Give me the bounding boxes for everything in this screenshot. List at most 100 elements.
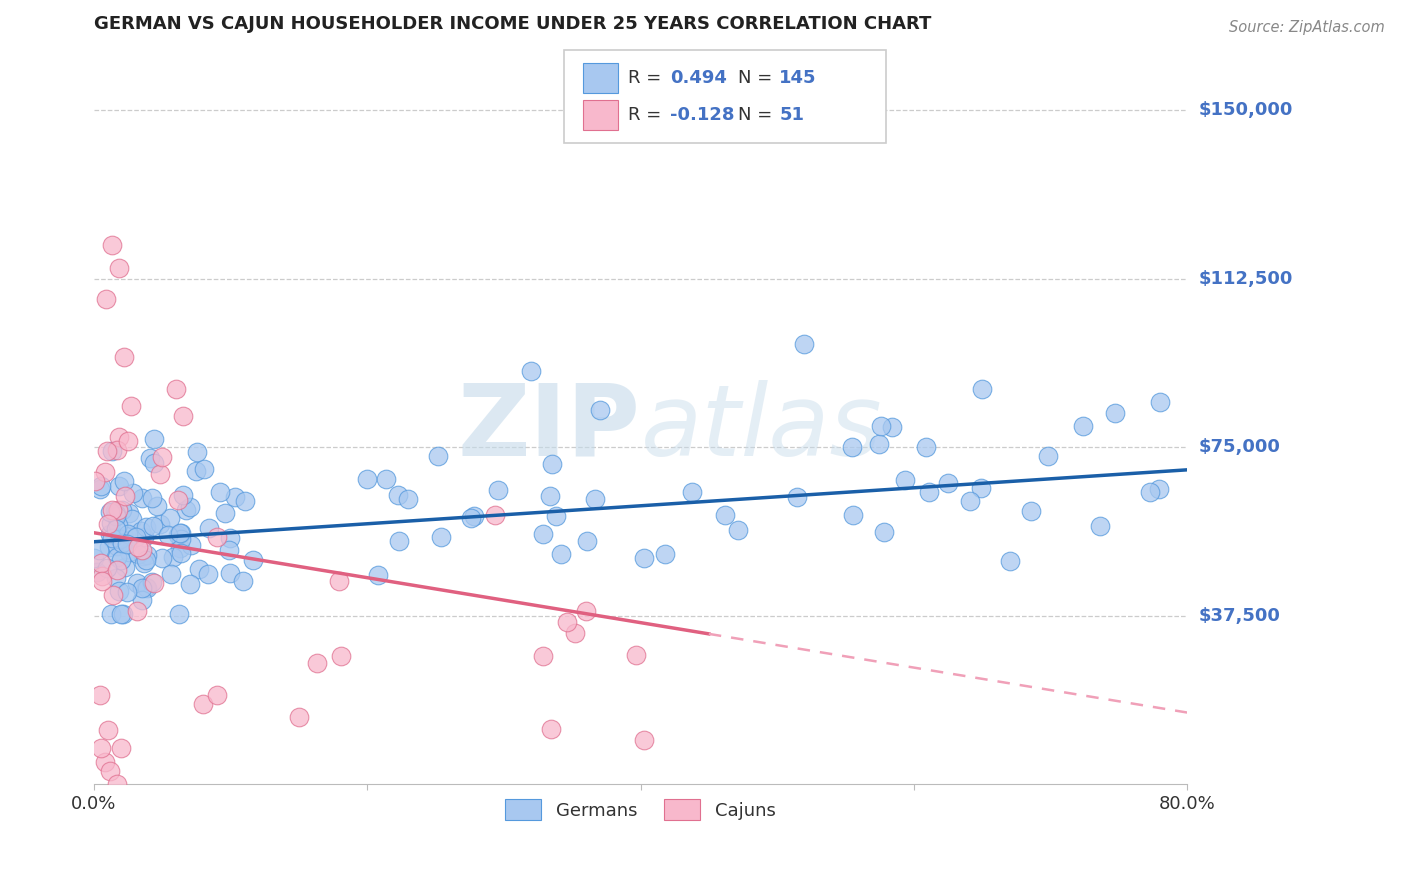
Point xyxy=(936,475,959,490)
Point xyxy=(114,560,136,574)
Point xyxy=(218,531,240,545)
Point xyxy=(90,741,112,756)
Text: $75,000: $75,000 xyxy=(1198,438,1279,457)
Point xyxy=(94,755,117,769)
Point xyxy=(193,697,215,711)
Point xyxy=(555,615,578,629)
Point xyxy=(208,484,231,499)
Point xyxy=(197,521,219,535)
Point xyxy=(131,491,153,505)
Point xyxy=(214,506,236,520)
Point xyxy=(583,491,606,506)
Point xyxy=(129,524,152,538)
Point xyxy=(100,516,122,530)
Point xyxy=(531,648,554,663)
Text: N =: N = xyxy=(738,69,772,87)
Text: R =: R = xyxy=(628,69,662,87)
Point xyxy=(166,493,188,508)
Point xyxy=(538,490,561,504)
Point xyxy=(224,490,246,504)
Point xyxy=(288,710,311,724)
Point xyxy=(89,482,111,496)
Text: 51: 51 xyxy=(779,106,804,124)
Point xyxy=(114,474,136,488)
Text: ZIP: ZIP xyxy=(457,380,641,477)
Point xyxy=(104,570,127,584)
Point xyxy=(150,450,173,464)
Point xyxy=(172,488,194,502)
Point xyxy=(914,440,936,454)
Point xyxy=(108,479,131,493)
Point xyxy=(96,561,118,575)
Point xyxy=(105,777,128,791)
Point xyxy=(120,399,142,413)
Point xyxy=(100,503,122,517)
Text: 145: 145 xyxy=(779,69,817,87)
Point xyxy=(1149,395,1171,409)
Point xyxy=(97,723,120,738)
Point xyxy=(893,473,915,487)
Point xyxy=(1071,418,1094,433)
Point xyxy=(101,588,124,602)
Point xyxy=(654,547,676,561)
Text: 0.494: 0.494 xyxy=(671,69,727,87)
Point xyxy=(329,648,352,663)
Point xyxy=(842,508,865,522)
Point xyxy=(98,527,121,541)
Point xyxy=(970,481,993,495)
Point xyxy=(86,566,108,580)
Point xyxy=(387,488,409,502)
Point xyxy=(117,527,139,541)
Point xyxy=(328,574,350,588)
Point xyxy=(520,364,543,378)
Point xyxy=(375,471,398,485)
Point xyxy=(172,409,194,423)
Point xyxy=(97,517,120,532)
Point xyxy=(624,648,647,662)
Point xyxy=(727,523,749,537)
Point xyxy=(90,556,112,570)
Point xyxy=(105,549,128,564)
Point xyxy=(122,531,145,545)
Text: $112,500: $112,500 xyxy=(1198,270,1292,288)
Text: $37,500: $37,500 xyxy=(1198,607,1279,625)
Point xyxy=(100,607,122,621)
Point xyxy=(388,534,411,549)
Point xyxy=(127,604,149,618)
Point xyxy=(141,575,163,590)
Point xyxy=(131,581,153,595)
Point xyxy=(1036,449,1059,463)
Point xyxy=(484,508,506,523)
Point xyxy=(972,382,994,396)
Point xyxy=(110,741,132,756)
Point xyxy=(110,553,132,567)
Point xyxy=(162,549,184,564)
Point xyxy=(1147,482,1170,496)
Point xyxy=(488,483,510,497)
Point xyxy=(89,688,111,702)
Point xyxy=(101,443,124,458)
Point xyxy=(90,478,112,492)
Point xyxy=(117,506,139,520)
Point xyxy=(100,531,122,545)
Text: N =: N = xyxy=(738,106,772,124)
Point xyxy=(127,540,149,554)
Point xyxy=(105,563,128,577)
Point xyxy=(193,462,215,476)
Point xyxy=(84,474,107,488)
Point xyxy=(233,493,256,508)
Text: Source: ZipAtlas.com: Source: ZipAtlas.com xyxy=(1229,20,1385,35)
Point xyxy=(96,292,118,306)
Point xyxy=(589,402,612,417)
Point xyxy=(122,486,145,500)
Point xyxy=(713,508,735,522)
Point xyxy=(134,556,156,570)
Point xyxy=(112,351,135,365)
Point xyxy=(205,688,228,702)
Point xyxy=(91,574,114,589)
Point xyxy=(167,528,190,542)
Point xyxy=(111,607,134,621)
Point xyxy=(98,505,121,519)
Text: GERMAN VS CAJUN HOUSEHOLDER INCOME UNDER 25 YEARS CORRELATION CHART: GERMAN VS CAJUN HOUSEHOLDER INCOME UNDER… xyxy=(94,15,931,33)
Point xyxy=(89,542,111,557)
